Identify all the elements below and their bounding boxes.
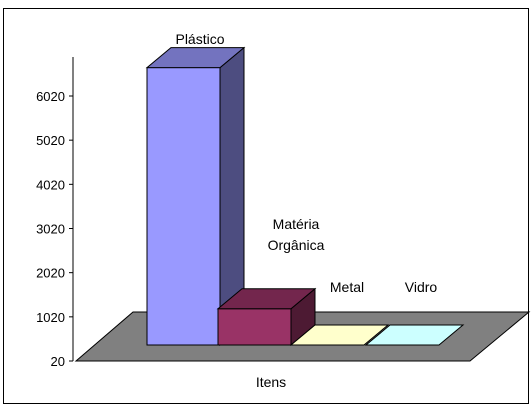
category-label: Plástico [175, 31, 224, 47]
y-tick-label: 3020 [36, 222, 65, 237]
bar-top [216, 288, 317, 310]
y-tick-label: 4020 [36, 177, 65, 192]
y-tick-label: 1020 [36, 310, 65, 325]
bar-front [146, 67, 221, 346]
bar-front [217, 308, 292, 346]
y-tick-label: 6020 [36, 89, 65, 104]
bar-top [145, 47, 246, 69]
category-label: Matéria [273, 216, 320, 232]
y-tick-label: 20 [51, 354, 65, 369]
chart-frame [3, 8, 529, 404]
y-tick-label: 5020 [36, 133, 65, 148]
category-label: Orgânica [268, 237, 325, 253]
bar-top [364, 324, 465, 346]
y-tick-label: 2020 [36, 266, 65, 281]
category-label: Metal [330, 279, 364, 295]
x-axis-label: Itens [256, 374, 286, 390]
bar-top [289, 324, 390, 346]
category-label: Vidro [405, 279, 438, 295]
